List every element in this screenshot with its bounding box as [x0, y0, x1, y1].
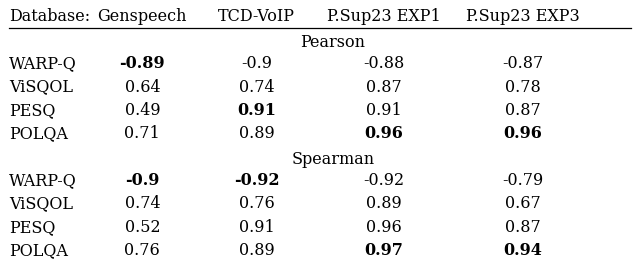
Text: -0.79: -0.79	[502, 172, 543, 189]
Text: WARP-Q: WARP-Q	[9, 55, 77, 72]
Text: Database:: Database:	[9, 8, 90, 25]
Text: 0.78: 0.78	[505, 79, 541, 95]
Text: 0.87: 0.87	[505, 219, 541, 236]
Text: 0.71: 0.71	[125, 125, 160, 142]
Text: 0.74: 0.74	[239, 79, 275, 95]
Text: 0.74: 0.74	[125, 195, 160, 212]
Text: Pearson: Pearson	[300, 34, 365, 51]
Text: 0.97: 0.97	[364, 242, 403, 259]
Text: 0.76: 0.76	[239, 195, 275, 212]
Text: TCD-VoIP: TCD-VoIP	[218, 8, 295, 25]
Text: WARP-Q: WARP-Q	[9, 172, 77, 189]
Text: 0.94: 0.94	[504, 242, 543, 259]
Text: POLQA: POLQA	[9, 125, 68, 142]
Text: 0.96: 0.96	[504, 125, 543, 142]
Text: POLQA: POLQA	[9, 242, 68, 259]
Text: 0.91: 0.91	[237, 102, 276, 119]
Text: ViSQOL: ViSQOL	[9, 79, 73, 95]
Text: 0.89: 0.89	[239, 242, 275, 259]
Text: -0.89: -0.89	[120, 55, 165, 72]
Text: 0.89: 0.89	[239, 125, 275, 142]
Text: -0.87: -0.87	[502, 55, 543, 72]
Text: 0.96: 0.96	[365, 219, 401, 236]
Text: -0.9: -0.9	[241, 55, 272, 72]
Text: ViSQOL: ViSQOL	[9, 195, 73, 212]
Text: 0.96: 0.96	[364, 125, 403, 142]
Text: 0.87: 0.87	[365, 79, 401, 95]
Text: 0.76: 0.76	[125, 242, 160, 259]
Text: 0.49: 0.49	[125, 102, 160, 119]
Text: 0.91: 0.91	[365, 102, 401, 119]
Text: -0.92: -0.92	[234, 172, 280, 189]
Text: 0.89: 0.89	[365, 195, 401, 212]
Text: Genspeech: Genspeech	[98, 8, 187, 25]
Text: P.Sup23 EXP1: P.Sup23 EXP1	[326, 8, 440, 25]
Text: 0.64: 0.64	[125, 79, 160, 95]
Text: P.Sup23 EXP3: P.Sup23 EXP3	[466, 8, 580, 25]
Text: -0.9: -0.9	[125, 172, 159, 189]
Text: PESQ: PESQ	[9, 102, 56, 119]
Text: Spearman: Spearman	[291, 151, 374, 168]
Text: 0.67: 0.67	[505, 195, 541, 212]
Text: 0.91: 0.91	[239, 219, 275, 236]
Text: -0.88: -0.88	[363, 55, 404, 72]
Text: 0.52: 0.52	[125, 219, 160, 236]
Text: 0.87: 0.87	[505, 102, 541, 119]
Text: -0.92: -0.92	[363, 172, 404, 189]
Text: PESQ: PESQ	[9, 219, 56, 236]
